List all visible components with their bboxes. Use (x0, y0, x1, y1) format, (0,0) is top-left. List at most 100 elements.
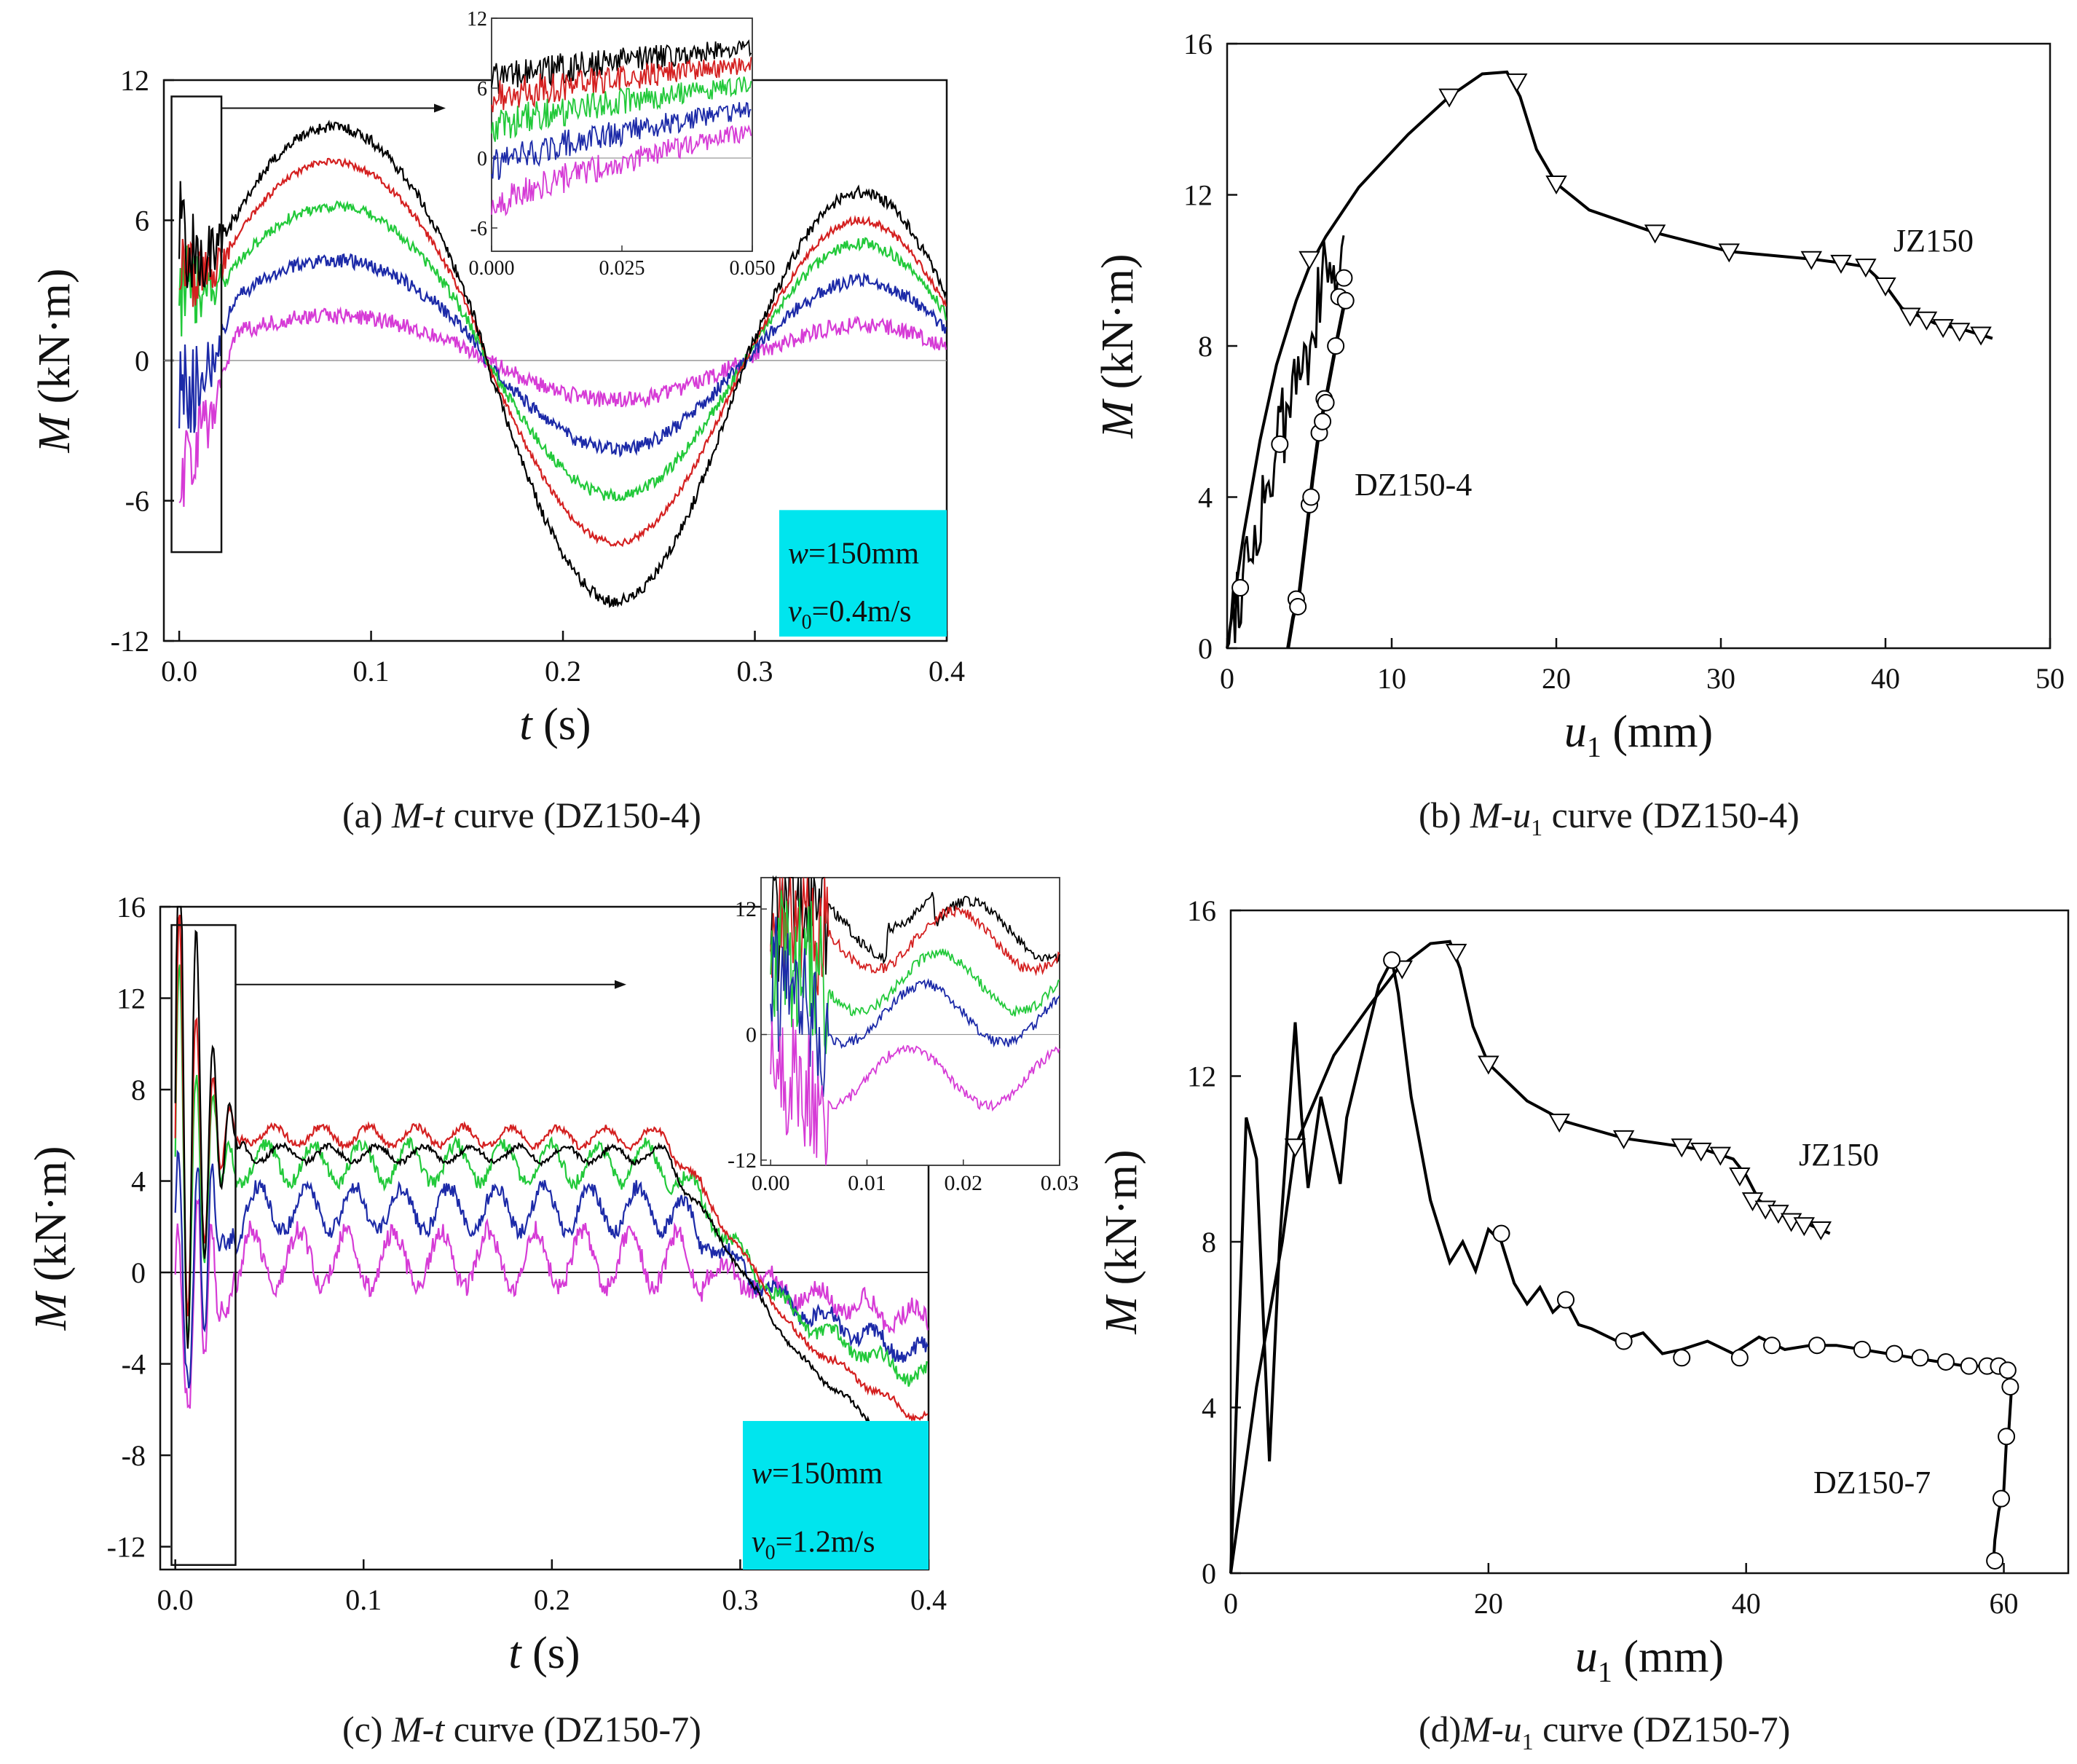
x-tick-label: 0.4 (910, 1583, 947, 1616)
x-tick-label: 0.1 (353, 655, 390, 688)
y-tick-label: 8 (1198, 330, 1213, 363)
x-axis-title: t (s) (519, 700, 591, 749)
y-tick-label: 12 (117, 983, 146, 1015)
y-tick-label: -12 (111, 625, 149, 658)
series-line-green (178, 200, 947, 502)
marker-DZ150-7 (1492, 1224, 1510, 1243)
y-tick-label: 0 (131, 1256, 146, 1289)
marker-JZ150 (1915, 311, 1938, 331)
series-line-magenta (178, 306, 947, 507)
x-tick-label: 20 (1542, 662, 1571, 695)
y-tick-label: 4 (131, 1165, 146, 1198)
zoom-arrow-head (434, 103, 446, 113)
annotation-w: w=150mm (752, 1457, 883, 1491)
x-tick-label: 60 (1990, 1587, 2019, 1620)
caption-d: (d)M-u1 curve (DZ150-7) (1419, 1709, 1791, 1755)
caption-c: (c) M-t curve (DZ150-7) (342, 1709, 701, 1749)
marker-JZ150 (1875, 277, 1896, 297)
inset-series-magenta (770, 1018, 1060, 1166)
marker-DZ150-7 (1936, 1352, 1955, 1371)
annotation-v0: v0=1.2m/s (752, 1526, 875, 1564)
y-tick-label: 6 (135, 205, 149, 237)
marker-JZ150 (1729, 1168, 1751, 1187)
inset-y-tick-label: 12 (467, 8, 487, 31)
series-line-red (178, 157, 947, 548)
series-label-dz: DZ150-7 (1813, 1465, 1931, 1500)
marker-JZ150 (1855, 259, 1877, 278)
marker-JZ150 (1438, 88, 1460, 108)
panel-c-mt-curve-dz150-7: 0.0 0.1 0.2 0.3 0.4 -12 -8 -4 0 4 8 12 16 t (s) M (kN·… (26, 875, 1079, 1678)
x-tick-label: 0.0 (157, 1583, 194, 1616)
annotation-box (743, 1421, 929, 1570)
inset-y-tick-label: -12 (728, 1149, 757, 1173)
inset-y-tick-label: 0 (746, 1023, 757, 1047)
marker-DZ150-4 (1336, 291, 1355, 310)
y-tick-label: 12 (1183, 179, 1213, 212)
marker-DZ150-7 (1615, 1332, 1633, 1350)
zoom-box (170, 924, 237, 1566)
y-tick-label: 12 (120, 64, 149, 97)
y-tick-label: -4 (122, 1348, 146, 1381)
series-line-JZ150 (1229, 940, 1831, 1574)
marker-JZ150 (1671, 1138, 1692, 1158)
x-tick-label: 0.0 (161, 655, 197, 688)
marker-DZ150-7 (1998, 1361, 2017, 1379)
inset-series-blue (491, 102, 752, 181)
marker-DZ150-4 (1317, 393, 1335, 412)
marker-JZ150 (1545, 175, 1567, 194)
x-tick-label: 10 (1377, 662, 1406, 695)
x-tick-label: 0.3 (737, 655, 773, 688)
inset-x-tick-label: 0.050 (730, 257, 776, 280)
inset-series-red (491, 57, 752, 113)
series-line-blue (178, 253, 947, 458)
x-axis-title: t (s) (508, 1629, 580, 1678)
marker-JZ150 (1284, 1138, 1306, 1158)
marker-DZ150-4 (1314, 412, 1332, 430)
series-label-jz150: JZ150 (1893, 223, 1974, 259)
inset-series-magenta (491, 124, 752, 217)
series-label-dz: DZ150-4 (1355, 467, 1472, 503)
y-tick-label: 4 (1202, 1392, 1216, 1425)
x-tick-label: 0 (1220, 662, 1234, 695)
inset-x-tick-label: 0.02 (944, 1171, 982, 1195)
marker-DZ150-4 (1302, 488, 1320, 506)
y-tick-label: 8 (1202, 1226, 1216, 1259)
marker-JZ150 (1445, 943, 1467, 963)
marker-DZ150-4 (1289, 597, 1307, 615)
marker-JZ150 (1690, 1142, 1712, 1162)
x-tick-label: 0.2 (534, 1583, 570, 1616)
marker-JZ150 (1932, 319, 1954, 339)
inset-y-tick-label: 6 (477, 78, 487, 101)
x-tick-label: 20 (1474, 1587, 1503, 1620)
marker-JZ150 (1718, 243, 1741, 263)
annotation-w: w=150mm (788, 537, 919, 570)
panel-b-mu1-curve-dz150-4: 0 10 20 30 40 50 0 4 8 12 16 u1 (mm) M (kN·m) JZ150 DZ… (1093, 28, 2065, 763)
y-tick-label: 16 (1187, 894, 1216, 927)
inset-x-tick-label: 0.025 (599, 257, 645, 280)
inset-y-tick-label: -6 (470, 218, 487, 240)
y-tick-label: 0 (1198, 632, 1213, 665)
inset-y-tick-label: 0 (477, 148, 487, 170)
series-line-JZ150 (1226, 70, 1993, 649)
marker-JZ150 (1948, 323, 1971, 342)
x-tick-label: 0.3 (722, 1583, 758, 1616)
panel-a-mt-curve-dz150-4: 0.0 0.1 0.2 0.3 0.4 -12 -6 0 6 12 t (s) M (kN·m) w=1… (30, 8, 965, 749)
x-tick-label: 40 (1732, 1587, 1761, 1620)
annotation-v0: v0=0.4m/s (788, 595, 912, 634)
marker-JZ150 (1548, 1114, 1570, 1133)
marker-DZ150-7 (1383, 951, 1401, 969)
marker-DZ150-7 (1557, 1291, 1574, 1309)
y-tick-label: 16 (1183, 28, 1213, 60)
marker-JZ150 (1644, 224, 1666, 244)
marker-DZ150-7 (1993, 1489, 2010, 1508)
x-axis-title: u1 (mm) (1564, 707, 1713, 763)
inset-series-blue (770, 916, 1060, 1097)
y-tick-label: 0 (135, 344, 149, 377)
marker-JZ150 (1298, 251, 1320, 270)
marker-JZ150 (1793, 1217, 1816, 1237)
series-line-black (178, 119, 947, 608)
marker-JZ150 (1506, 73, 1528, 92)
marker-DZ150-7 (1808, 1336, 1826, 1355)
plot-frame (1226, 42, 2052, 650)
marker-DZ150-7 (1853, 1340, 1871, 1358)
